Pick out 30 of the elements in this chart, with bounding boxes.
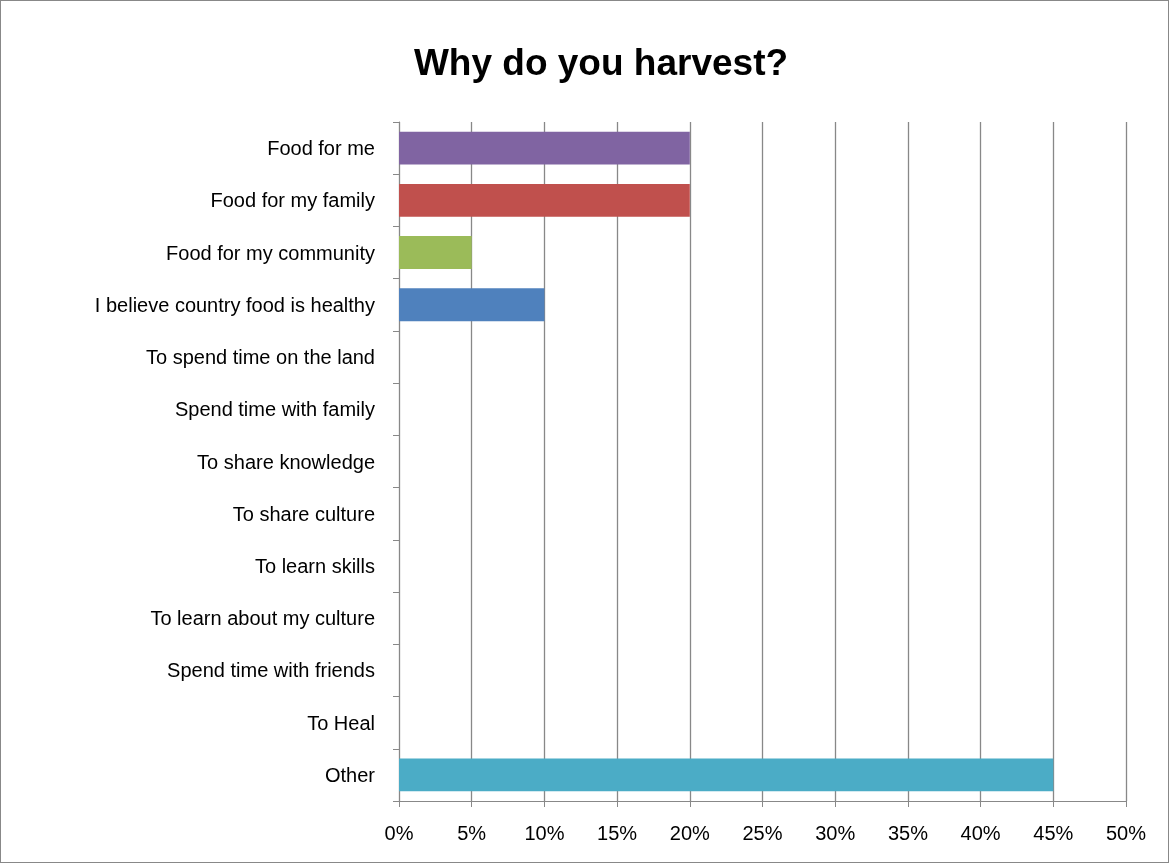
x-tick-label: 20%: [669, 822, 711, 844]
x-tick-label: 0%: [384, 822, 414, 844]
y-tick-label: To Heal: [307, 711, 375, 734]
y-tick-label: Other: [324, 763, 376, 786]
x-tick-label: 35%: [887, 822, 929, 844]
x-tick-label: 40%: [960, 822, 1001, 844]
bar: [399, 131, 690, 165]
x-tick-label: 10%: [524, 822, 565, 844]
x-tick-label: 50%: [1105, 822, 1147, 844]
y-tick-label: Food for my community: [166, 241, 375, 264]
y-tick-label: To share knowledge: [197, 450, 375, 473]
y-tick-label: To spend time on the land: [145, 346, 375, 369]
x-tick-label: 45%: [1033, 822, 1074, 844]
y-tick-label: Food for my family: [210, 189, 375, 212]
x-tick-label: 25%: [742, 822, 783, 844]
y-tick-label: To learn about my culture: [150, 607, 375, 630]
x-tick-label: 30%: [815, 822, 856, 844]
chart-title: Why do you harvest?: [413, 42, 789, 83]
y-tick-label: Food for me: [267, 137, 375, 160]
y-tick-label: To learn skills: [254, 554, 375, 577]
x-tick-label: 5%: [457, 822, 487, 844]
x-tick-label: 15%: [597, 822, 638, 844]
bar: [399, 183, 690, 217]
y-tick-label: I believe country food is healthy: [94, 293, 375, 316]
y-tick-label: To share culture: [232, 502, 375, 525]
bar: [399, 288, 545, 322]
bar: [399, 758, 1054, 792]
y-tick-label: Spend time with family: [174, 398, 375, 421]
bar: [399, 236, 472, 270]
y-tick-label: Spend time with friends: [167, 659, 375, 682]
